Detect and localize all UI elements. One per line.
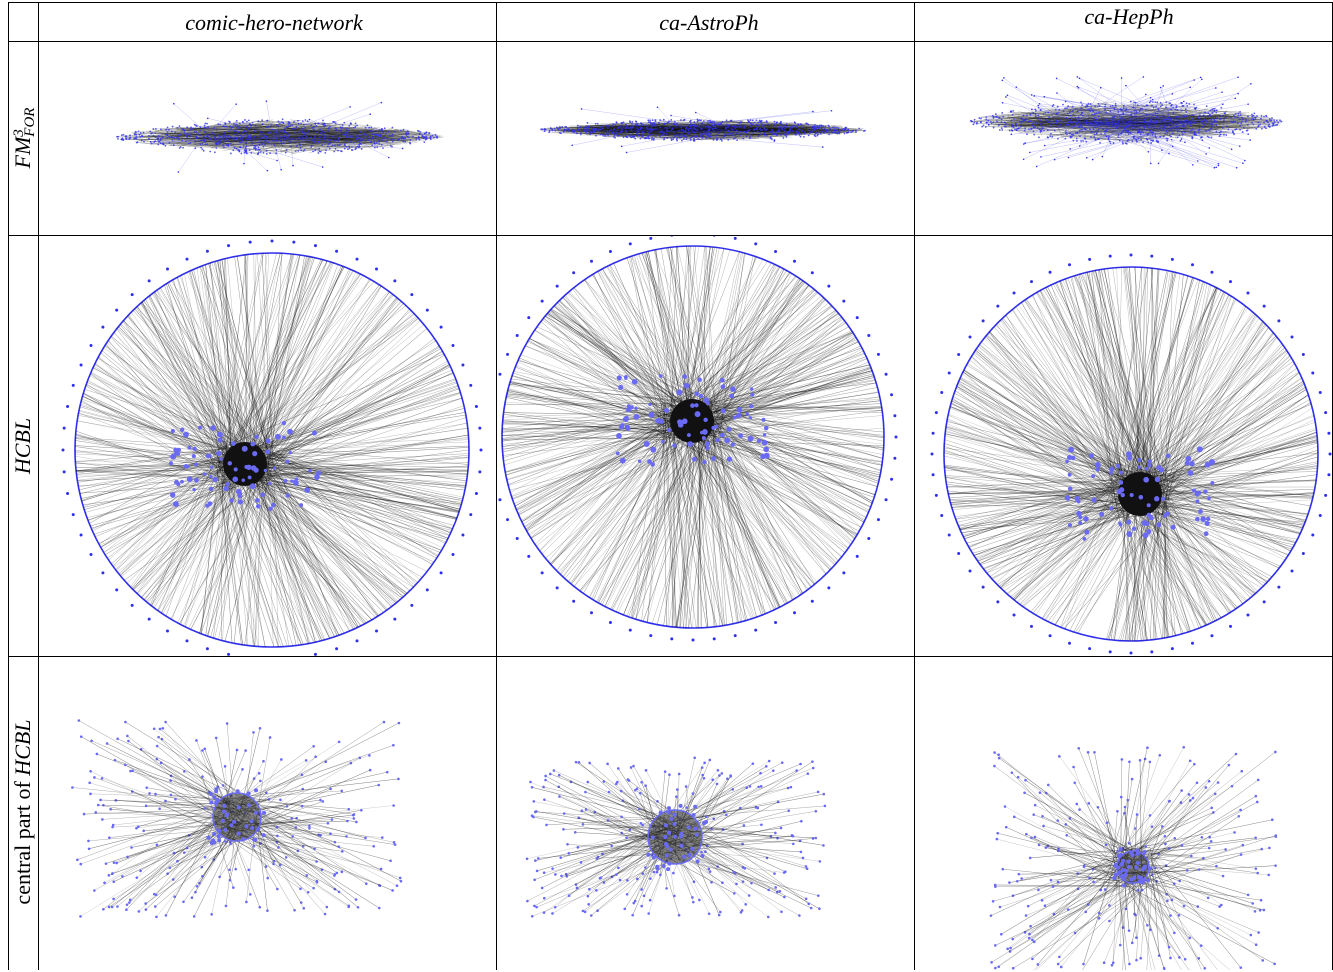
figure-grid: comic-hero-network ca-AstroPh ca-HepPh F… (8, 2, 1333, 970)
column-title-comic: comic-hero-network (158, 10, 390, 36)
fm3-astroph-plot (539, 106, 866, 154)
rule-top (8, 2, 1333, 3)
column-title-hepph: ca-HepPh (1018, 4, 1240, 30)
row-label-fm3: FM 3 FOR (10, 107, 38, 169)
hcbl-comic-plot (61, 239, 483, 656)
rule-row2 (8, 656, 1333, 657)
column-title-astroph: ca-AstroPh (598, 10, 820, 36)
fm3-comic-plot (116, 100, 444, 173)
central-astroph-plot (525, 756, 827, 919)
fm3-hepph-plot (969, 76, 1284, 169)
rule-header (8, 41, 1333, 42)
central-hepph-plot (989, 745, 1278, 970)
rule-col2 (914, 2, 915, 970)
rule-left (8, 2, 9, 970)
rule-label-col (38, 2, 39, 970)
row-label-hcbl: HCBL (10, 417, 35, 475)
row-label-central: central part of HCBL (10, 719, 35, 905)
rule-col1 (496, 2, 497, 970)
hcbl-hepph-plot (930, 253, 1332, 655)
central-comic-plot (71, 719, 403, 919)
hcbl-astroph-plot (498, 236, 898, 642)
